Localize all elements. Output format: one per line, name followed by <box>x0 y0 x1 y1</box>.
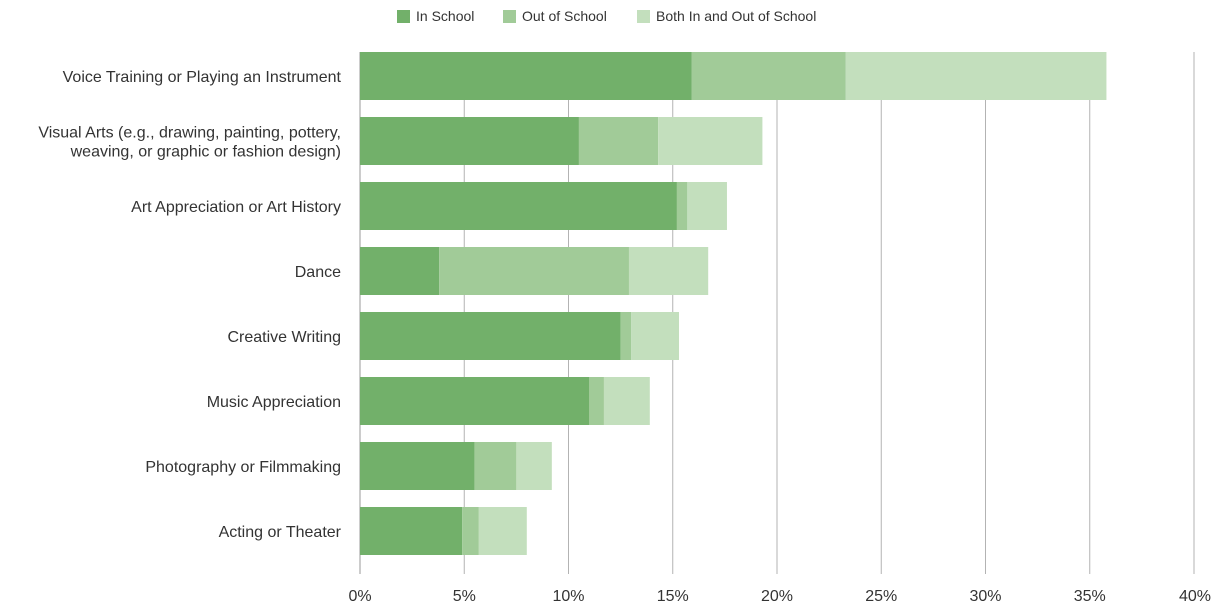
bar-segment-both-in-and-out-of-school <box>478 507 527 555</box>
bar-segment-in-school <box>360 182 677 230</box>
bar-segment-out-of-school <box>620 312 632 360</box>
category-label: Creative Writing <box>227 329 341 346</box>
bar-segment-in-school <box>360 52 692 100</box>
category-label-line: Acting or Theater <box>219 524 342 541</box>
x-axis-tick-labels: 0% 5% 10% 15% 20% 25% 30% 35% 40% <box>348 588 1211 605</box>
bar-row <box>360 247 709 295</box>
bar-segment-in-school <box>360 507 463 555</box>
bar-row <box>360 312 680 360</box>
bar-segment-in-school <box>360 442 475 490</box>
bar-segment-both-in-and-out-of-school <box>687 182 727 230</box>
category-label-line: Music Appreciation <box>207 394 341 411</box>
bar-segment-out-of-school <box>589 377 604 425</box>
bar-segment-both-in-and-out-of-school <box>516 442 552 490</box>
bar-segment-out-of-school <box>439 247 629 295</box>
category-label-line: Visual Arts (e.g., drawing, painting, po… <box>38 125 341 142</box>
legend-label: Both In and Out of School <box>656 8 816 24</box>
category-label-line: weaving, or graphic or fashion design) <box>70 144 341 161</box>
x-tick-label: 40% <box>1179 588 1211 605</box>
legend-item: Both In and Out of School <box>637 8 816 24</box>
bar-segment-in-school <box>360 247 440 295</box>
legend-item: Out of School <box>503 8 607 24</box>
bar-segment-both-in-and-out-of-school <box>845 52 1107 100</box>
bar-segment-out-of-school <box>578 117 659 165</box>
bar-segment-both-in-and-out-of-school <box>658 117 763 165</box>
category-label-line: Creative Writing <box>227 329 341 346</box>
bar-row <box>360 442 552 490</box>
legend-swatch <box>503 10 516 23</box>
bars <box>360 52 1107 555</box>
bar-segment-in-school <box>360 312 621 360</box>
x-tick-label: 30% <box>969 588 1001 605</box>
bar-row <box>360 117 763 165</box>
bar-segment-out-of-school <box>474 442 517 490</box>
x-tick-label: 0% <box>348 588 371 605</box>
category-label: Voice Training or Playing an Instrument <box>63 69 342 86</box>
legend-swatch <box>637 10 650 23</box>
legend-label: Out of School <box>522 8 607 24</box>
x-tick-label: 25% <box>865 588 897 605</box>
x-tick-label: 20% <box>761 588 793 605</box>
category-label: Visual Arts (e.g., drawing, painting, po… <box>38 125 341 161</box>
legend-swatch <box>397 10 410 23</box>
legend-item: In School <box>397 8 474 24</box>
bar-segment-out-of-school <box>676 182 688 230</box>
bar-segment-both-in-and-out-of-school <box>603 377 650 425</box>
x-tick-label: 10% <box>552 588 584 605</box>
category-labels: Voice Training or Playing an Instrument V… <box>38 69 341 541</box>
legend: In School Out of School Both In and Out of… <box>397 8 816 24</box>
bar-segment-both-in-and-out-of-school <box>631 312 680 360</box>
category-label-line: Photography or Filmmaking <box>145 459 341 476</box>
bar-row <box>360 52 1107 100</box>
category-label: Dance <box>295 264 341 281</box>
bar-segment-in-school <box>360 377 590 425</box>
bar-segment-out-of-school <box>462 507 479 555</box>
x-tick-label: 15% <box>657 588 689 605</box>
category-label: Photography or Filmmaking <box>145 459 341 476</box>
category-label: Music Appreciation <box>207 394 341 411</box>
bar-row <box>360 377 650 425</box>
x-tick-label: 35% <box>1074 588 1106 605</box>
category-label-line: Voice Training or Playing an Instrument <box>63 69 342 86</box>
bar-segment-out-of-school <box>691 52 846 100</box>
bar-row <box>360 182 727 230</box>
category-label-line: Dance <box>295 264 341 281</box>
category-label: Acting or Theater <box>219 524 342 541</box>
x-tick-label: 5% <box>453 588 476 605</box>
category-label-line: Art Appreciation or Art History <box>131 199 341 216</box>
category-label: Art Appreciation or Art History <box>131 199 341 216</box>
bar-segment-in-school <box>360 117 579 165</box>
bar-segment-both-in-and-out-of-school <box>628 247 709 295</box>
legend-label: In School <box>416 8 474 24</box>
bar-row <box>360 507 527 555</box>
